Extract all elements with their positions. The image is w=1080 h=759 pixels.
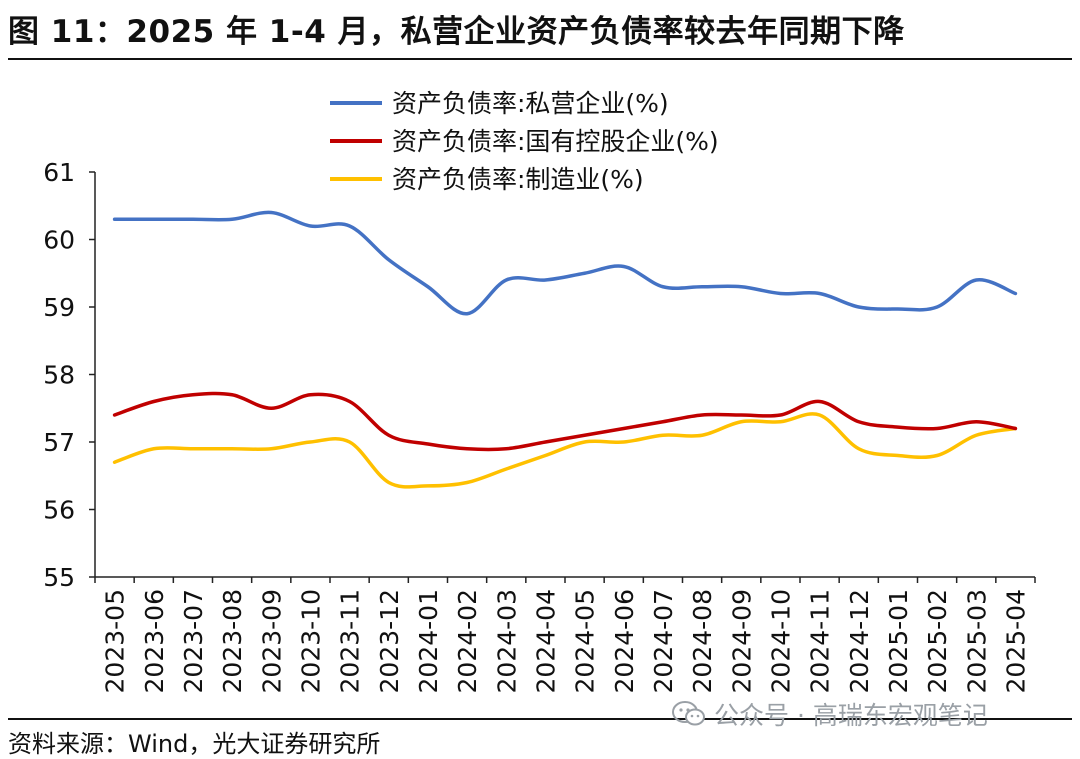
x-tick-label: 2023-08 (218, 589, 247, 693)
x-tick-label: 2024-02 (453, 589, 482, 693)
y-tick-label: 59 (43, 293, 75, 322)
x-tick-label: 2025-01 (884, 589, 913, 693)
chart-legend: 资产负债率:私营企业(%) 资产负债率:国有控股企业(%) 资产负债率:制造业(%) (330, 89, 719, 194)
x-tick-label: 2024-01 (414, 589, 443, 693)
x-tick-label: 2025-03 (962, 589, 991, 693)
source-rule (8, 718, 1072, 720)
x-tick-label: 2024-11 (806, 589, 835, 693)
x-tick-label: 2024-03 (492, 589, 521, 693)
x-tick-label: 2023-07 (179, 589, 208, 693)
y-tick-labels: 55 56 57 58 59 60 61 (43, 158, 95, 592)
series-line-2 (112, 391, 1018, 452)
x-tick-label: 2024-10 (766, 589, 795, 693)
x-tick-label: 2025-04 (1001, 589, 1030, 693)
source-note: 资料来源：Wind，光大证券研究所 (8, 730, 381, 758)
chart-axes (94, 172, 1035, 578)
series-lines (112, 210, 1018, 489)
x-tick-label: 2024-12 (845, 589, 874, 693)
series-line-1 (112, 210, 1018, 316)
x-tick-label: 2025-02 (923, 589, 952, 693)
x-tick-label: 2023-05 (101, 589, 130, 693)
y-tick-label: 60 (43, 226, 75, 255)
x-tick-label: 2024-06 (610, 589, 639, 693)
y-tick-label: 55 (43, 563, 75, 592)
series-line-3 (112, 412, 1018, 489)
x-tick-label: 2023-06 (140, 589, 169, 693)
x-tick-label: 2024-09 (727, 589, 756, 693)
x-tick-label: 2023-10 (296, 589, 325, 693)
watermark-text: 公众号 · 高瑞东宏观笔记 (714, 701, 988, 730)
y-tick-label: 57 (43, 428, 75, 457)
x-tick-label: 2023-11 (336, 589, 365, 693)
y-tick-label: 56 (43, 496, 75, 525)
x-tick-label: 2024-05 (571, 589, 600, 693)
x-tick-label: 2023-12 (375, 589, 404, 693)
legend-label-2: 资产负债率:国有控股企业(%) (392, 127, 719, 156)
wechat-icon (672, 701, 705, 726)
y-tick-label: 58 (43, 361, 75, 390)
x-tick-label: 2024-07 (649, 589, 678, 693)
x-tick-label: 2024-08 (688, 589, 717, 693)
title-rule (8, 58, 1072, 60)
watermark: 公众号 · 高瑞东宏观笔记 (672, 696, 988, 732)
y-tick-label: 61 (43, 158, 75, 187)
x-tick-label: 2023-09 (257, 589, 286, 693)
legend-label-3: 资产负债率:制造业(%) (392, 165, 644, 194)
legend-label-1: 资产负债率:私营企业(%) (392, 89, 669, 118)
x-tick-label: 2024-04 (531, 589, 560, 693)
x-tick-labels: 2023-05 2023-06 2023-07 2023-08 2023-09 2023-… (94, 577, 1036, 693)
page-title: 图 11：2025 年 1-4 月，私营企业资产负债率较去年同期下降 (8, 14, 905, 50)
